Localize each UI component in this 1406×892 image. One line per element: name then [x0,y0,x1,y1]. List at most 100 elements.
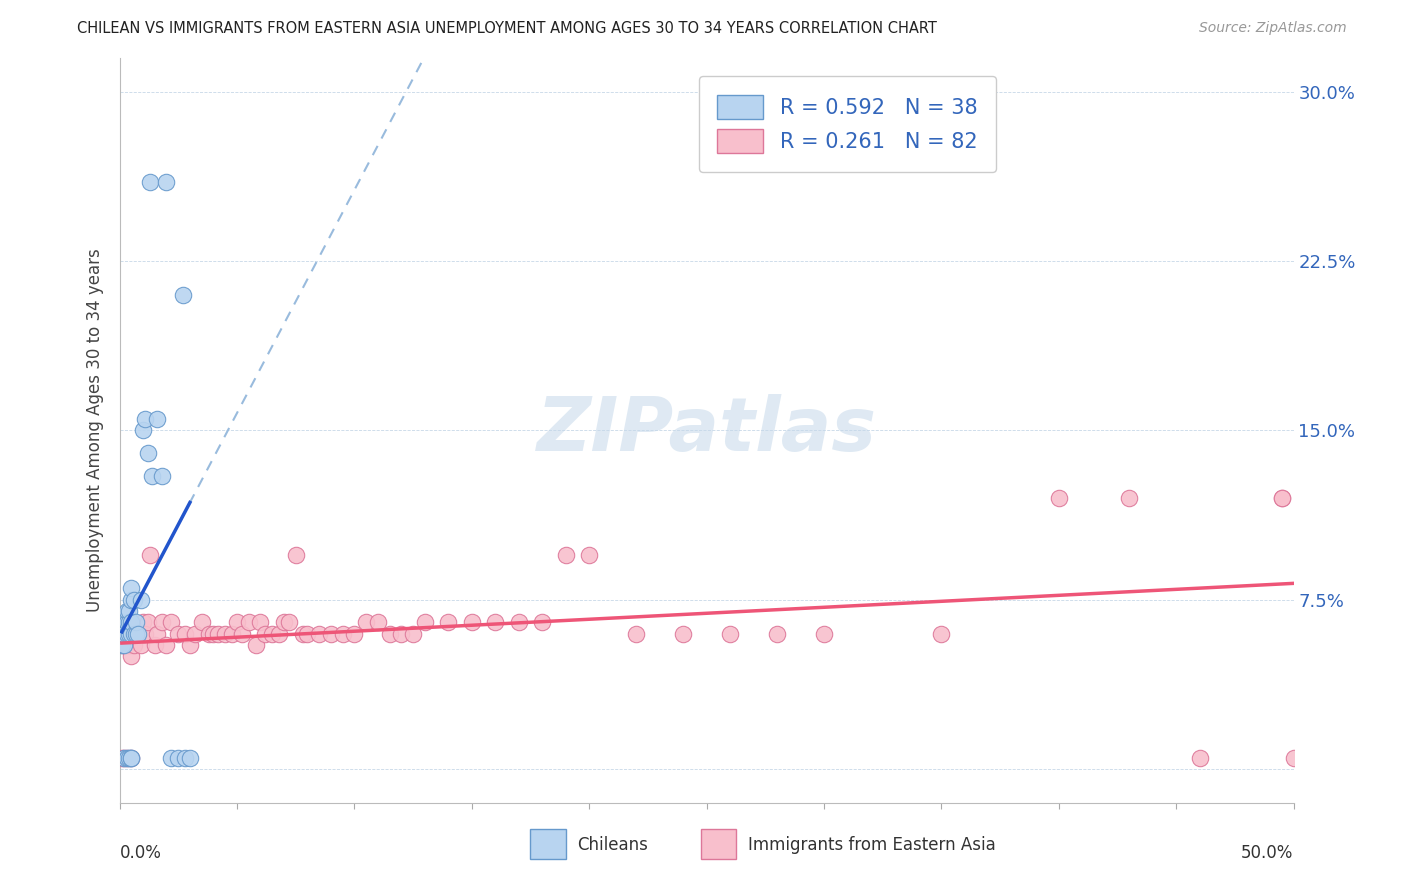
Point [1188,750,1211,764]
Point [179,638,201,652]
Text: Immigrants from Eastern Asia: Immigrants from Eastern Asia [748,837,995,855]
Point [354,615,377,630]
Point [291,626,314,640]
Point [172,288,194,302]
Point [120,750,142,764]
Point [378,626,401,640]
Point [197,626,219,640]
Point [112,638,135,652]
Point [143,638,166,652]
Point [134,626,156,640]
Point [115,604,138,618]
Point [129,592,152,607]
Point [1047,491,1070,505]
Point [112,626,135,640]
Point [319,626,342,640]
Point [146,626,169,640]
Point [766,626,789,640]
Point [160,615,183,630]
Point [111,750,134,764]
Point [273,615,295,630]
Point [231,626,253,640]
Point [132,626,155,640]
Point [125,626,148,640]
Point [125,615,148,630]
Point [112,638,135,652]
Point [115,638,138,652]
Point [190,615,212,630]
Bar [700,829,735,859]
Text: Chileans: Chileans [578,837,648,855]
Point [122,626,145,640]
Point [111,626,134,640]
Point [245,638,267,652]
Point [1271,491,1294,505]
Point [578,548,600,562]
Point [118,626,141,640]
Text: CHILEAN VS IMMIGRANTS FROM EASTERN ASIA UNEMPLOYMENT AMONG AGES 30 TO 34 YEARS C: CHILEAN VS IMMIGRANTS FROM EASTERN ASIA … [77,21,938,36]
Point [531,615,554,630]
Point [554,548,576,562]
Point [115,626,138,640]
Point [269,626,291,640]
Point [672,626,695,640]
Point [202,626,225,640]
Point [238,615,260,630]
Bar [530,829,565,859]
Point [120,638,142,652]
Point [167,626,190,640]
Point [389,626,412,640]
Point [122,638,145,652]
Point [413,615,436,630]
Point [249,615,271,630]
Point [118,615,141,630]
Legend: R = 0.592   N = 38, R = 0.261   N = 82: R = 0.592 N = 38, R = 0.261 N = 82 [699,76,997,172]
Point [207,626,229,640]
Point [367,615,389,630]
Point [139,548,162,562]
Text: 0.0%: 0.0% [120,844,162,862]
Point [115,615,138,630]
Point [221,626,243,640]
Point [112,750,135,764]
Point [132,615,155,630]
Point [120,626,142,640]
Point [111,615,134,630]
Point [1118,491,1140,505]
Point [127,626,149,640]
Point [132,424,155,438]
Point [718,626,741,640]
Point [118,638,141,652]
Point [115,626,138,640]
Text: Source: ZipAtlas.com: Source: ZipAtlas.com [1199,21,1347,35]
Point [141,468,163,483]
Point [120,615,142,630]
Point [112,750,135,764]
Point [931,626,953,640]
Point [120,582,142,596]
Point [111,638,134,652]
Point [174,750,197,764]
Point [115,750,138,764]
Point [120,649,142,664]
Point [460,615,484,630]
Text: ZIPatlas: ZIPatlas [537,394,876,467]
Text: 50.0%: 50.0% [1241,844,1294,862]
Point [308,626,330,640]
Point [155,638,177,652]
Point [122,626,145,640]
Point [118,626,141,640]
Point [120,626,142,640]
Point [225,615,249,630]
Point [120,750,142,764]
Point [111,638,134,652]
Point [150,615,173,630]
Point [155,175,177,189]
Point [129,638,152,652]
Point [122,592,145,607]
Point [254,626,277,640]
Point [115,750,138,764]
Point [134,412,156,426]
Point [508,615,530,630]
Point [125,626,148,640]
